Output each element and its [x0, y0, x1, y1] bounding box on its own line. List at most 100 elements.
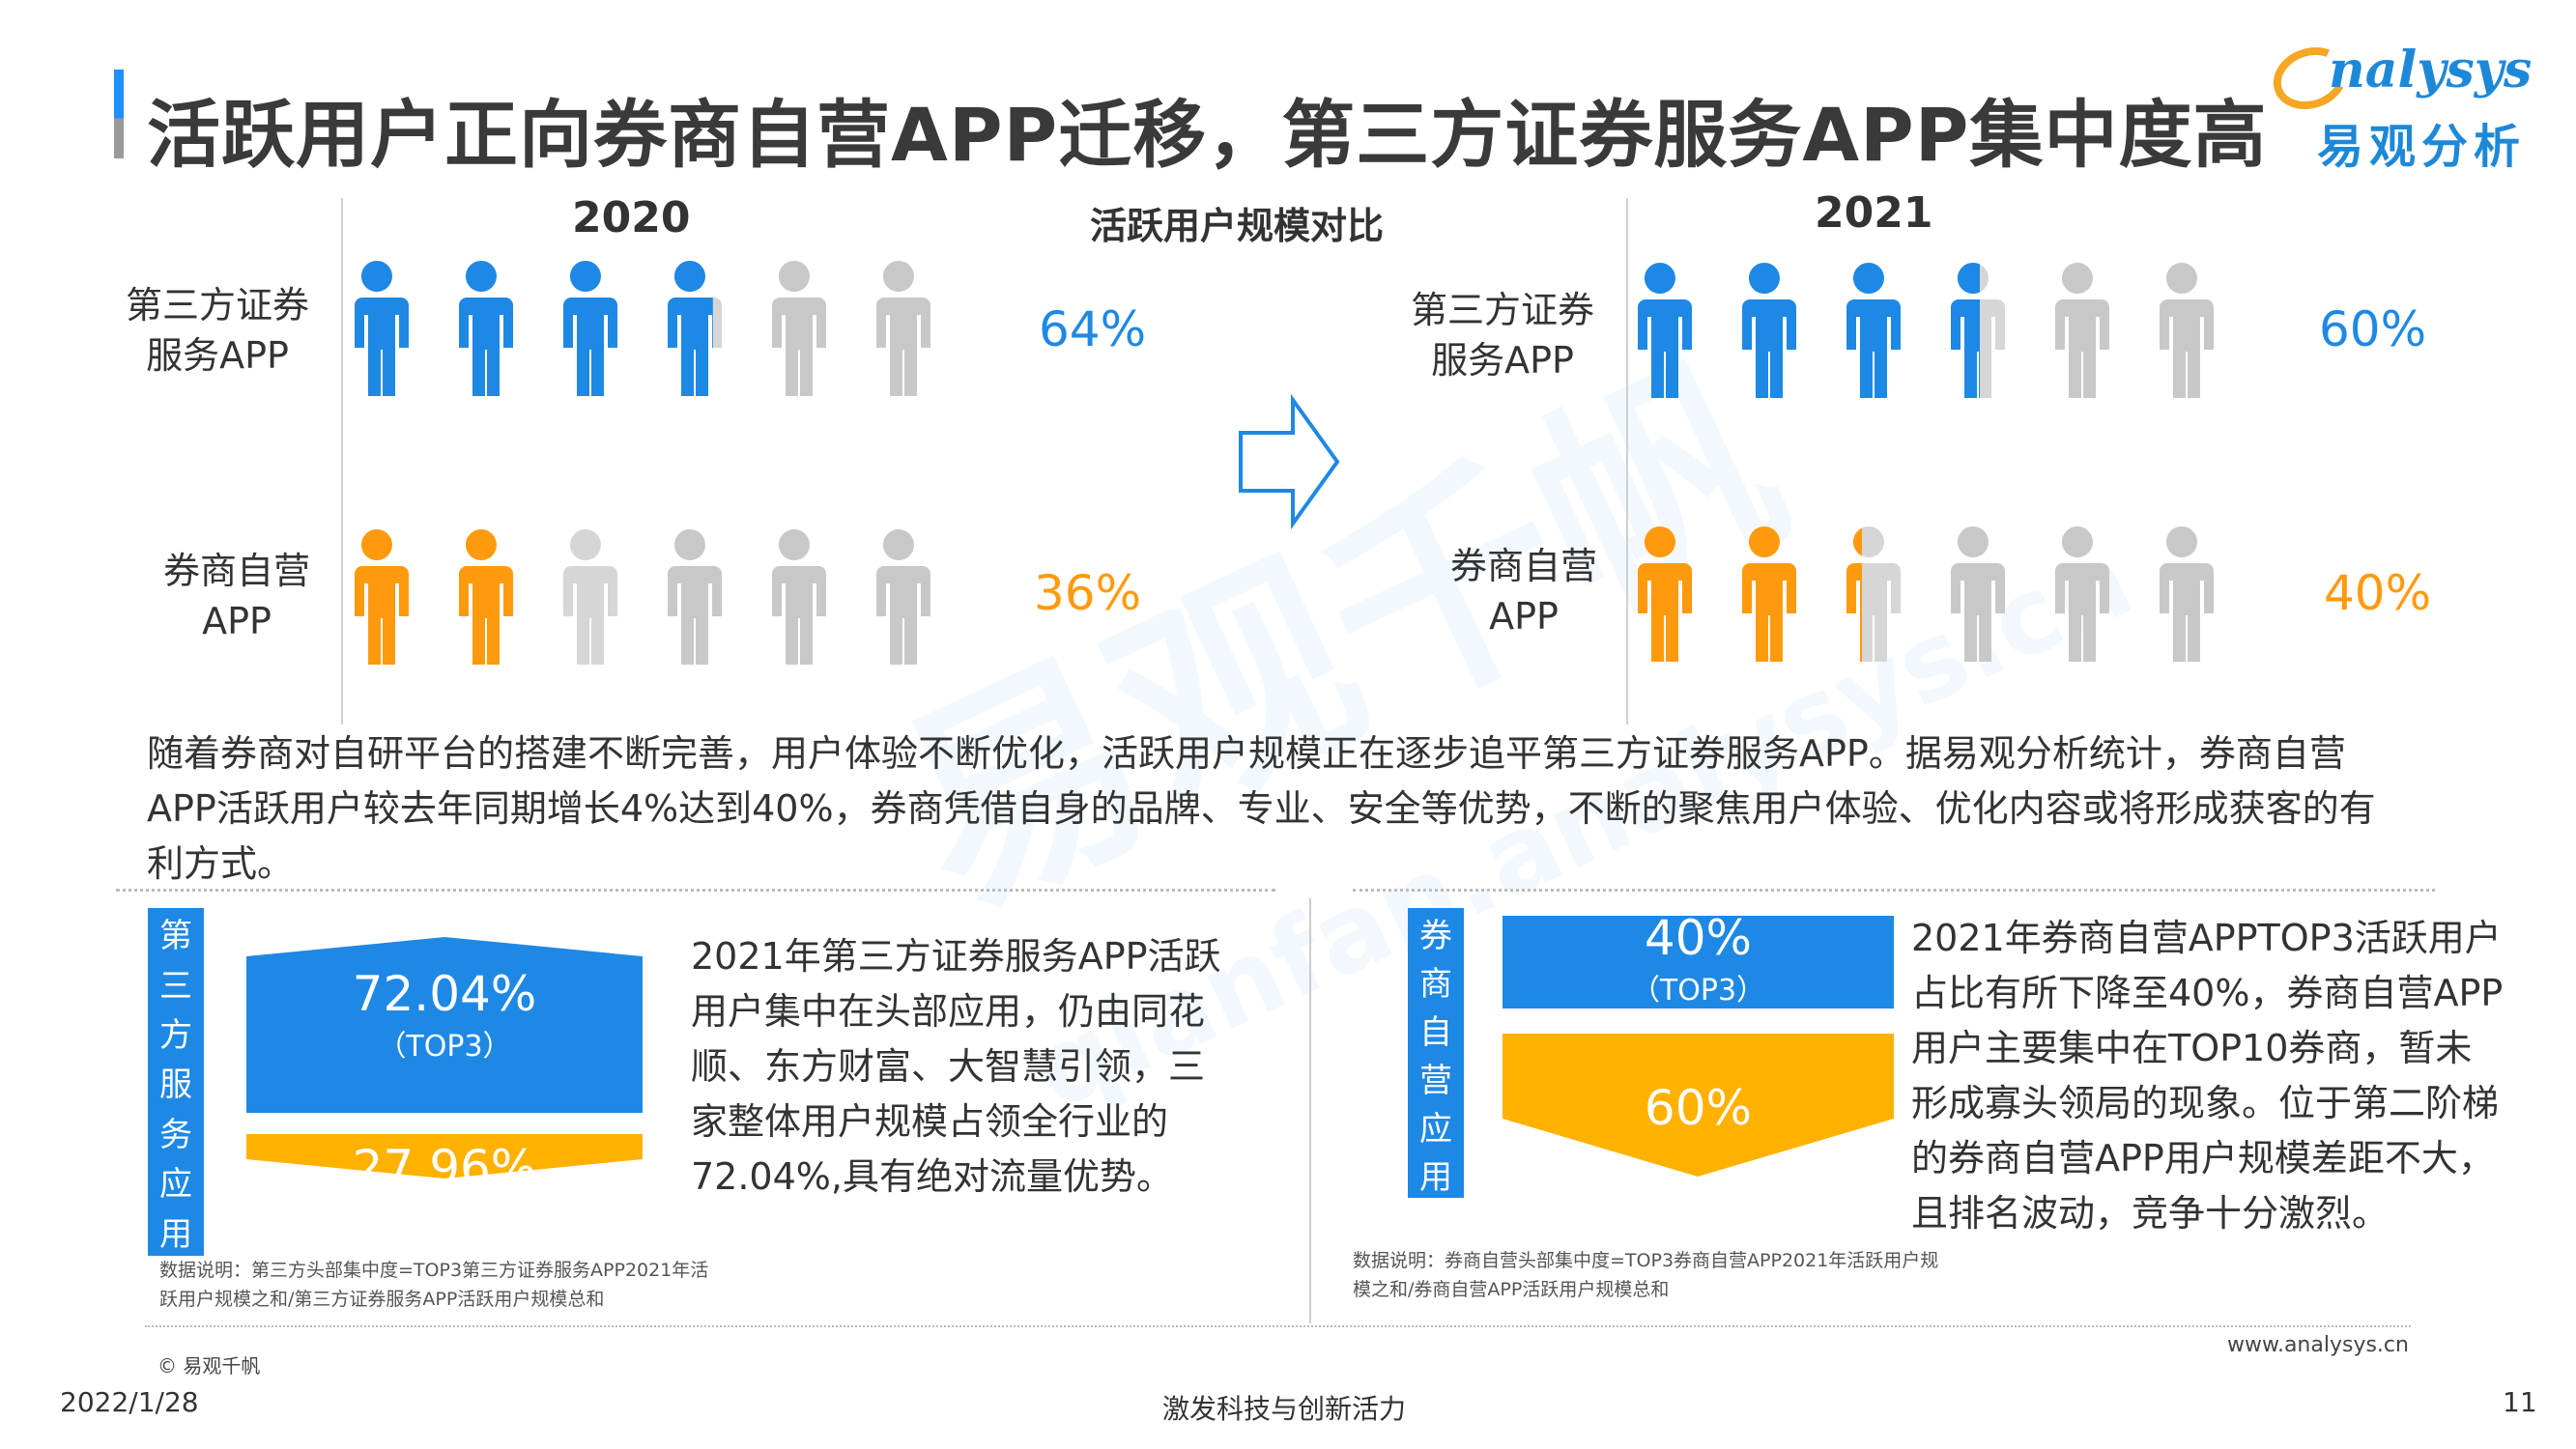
year-2020: 2020	[572, 193, 691, 242]
person-mark	[656, 529, 724, 665]
person-icon	[1636, 263, 1692, 398]
top3-percent: 72.04%	[352, 966, 537, 1022]
self-run-description: 2021年券商自营APPTOP3活跃用户 占比有所下降至40%，券商自营APP 用户…	[1911, 911, 2530, 1241]
separator-bottom	[145, 1325, 2411, 1327]
top3-percent: 40%	[1644, 910, 1753, 966]
description-line: 2021年第三方证券服务APP活跃	[691, 935, 1221, 978]
person-mark	[1626, 263, 1694, 398]
person-mark	[2148, 263, 2216, 398]
person-mark	[2044, 526, 2111, 662]
person-mark	[760, 261, 828, 396]
person-icon	[2158, 263, 2214, 398]
tag-char: 服	[159, 1065, 192, 1105]
person-icon	[1636, 526, 1692, 662]
label-2021-self-run: 券商自营 APP	[1413, 541, 1635, 641]
person-icon	[1949, 263, 2005, 398]
paragraph-line: 随着券商对自研平台的搭建不断完善，用户体验不断优化，活跃用户规模正在逐步追平第三…	[147, 732, 2346, 775]
person-icon	[561, 529, 617, 665]
tag-char: 三	[159, 966, 192, 1006]
copyright: © 易观千帆	[157, 1354, 261, 1378]
note-line: 跃用户规模之和/第三方证券服务APP活跃用户规模总和	[159, 1289, 605, 1310]
description-line: 用户主要集中在TOP10券商，暂未	[1911, 1027, 2473, 1069]
pictogram-2021-third-party	[1626, 263, 2216, 398]
pictogram-2021-self-run	[1626, 526, 2216, 662]
person-icon	[666, 261, 722, 396]
person-icon	[1845, 263, 1901, 398]
person-icon	[457, 529, 513, 665]
person-icon	[666, 529, 722, 665]
person-icon	[353, 261, 409, 396]
year-2021: 2021	[1815, 188, 1933, 238]
tag-self-run-apps: 券商自营应用	[1408, 908, 1464, 1198]
label-line: 第三方证券	[1410, 289, 1594, 331]
person-icon	[874, 529, 930, 665]
description-line: 占比有所下降至40%，券商自营APP	[1911, 972, 2504, 1014]
person-mark	[656, 261, 724, 396]
chart-title: 活跃用户规模对比	[1090, 205, 1385, 247]
person-mark	[760, 529, 828, 665]
person-icon	[1740, 263, 1796, 398]
divider-2021	[1626, 198, 1628, 724]
logo-text-en: nalysys	[2329, 41, 2532, 99]
pct-2021-third-party: 60%	[2319, 301, 2427, 357]
label-line: 券商自营	[1449, 545, 1597, 587]
person-mark	[552, 261, 619, 396]
arrow-right-icon	[1239, 394, 1340, 529]
top3-share-self-run	[1503, 916, 1894, 1177]
description-line: 顺、东方财富、大智慧引领，三	[691, 1045, 1206, 1088]
top3-share-third-party	[246, 937, 643, 1179]
rest-value-third-party: 27.96%	[352, 1140, 537, 1196]
pictogram-2020-third-party	[343, 261, 932, 396]
person-mark	[1939, 526, 2007, 662]
pct-2021-self-run: 40%	[2324, 565, 2432, 621]
person-mark	[1835, 263, 1903, 398]
person-icon	[2053, 526, 2109, 662]
separator-top-right	[1353, 889, 2435, 892]
pct-2020-self-run: 36%	[1034, 565, 1142, 621]
description-line: 且排名波动，竞争十分激烈。	[1911, 1192, 2390, 1235]
person-icon	[874, 261, 930, 396]
person-mark	[1731, 263, 1798, 398]
person-mark	[447, 529, 515, 665]
label-line: APP	[1489, 595, 1559, 638]
tag-char: 自	[1419, 1012, 1452, 1052]
summary-paragraph: 随着券商对自研平台的搭建不断完善，用户体验不断优化，活跃用户规模正在逐步追平第三…	[147, 726, 2485, 892]
note-self-run: 数据说明：券商自营头部集中度=TOP3券商自营APP2021年活跃用户规 模之和…	[1353, 1246, 1938, 1304]
tag-char: 券	[1419, 916, 1452, 955]
person-icon	[2158, 526, 2214, 662]
person-icon	[561, 261, 617, 396]
person-icon	[1845, 526, 1901, 662]
person-mark	[1835, 526, 1903, 662]
third-party-description: 2021年第三方证券服务APP活跃 用户集中在头部应用，仍由同花 顺、东方财富、大智…	[691, 929, 1290, 1205]
label-line: APP	[202, 600, 272, 642]
tag-third-party-apps: 第三方服务应用	[148, 908, 204, 1256]
person-mark	[343, 261, 411, 396]
divider-2020	[341, 198, 343, 724]
description-line: 2021年券商自营APPTOP3活跃用户	[1911, 917, 2502, 959]
person-mark	[1626, 526, 1694, 662]
description-line: 形成寡头领局的现象。位于第二阶梯	[1911, 1082, 2500, 1124]
tag-char: 应	[1419, 1109, 1452, 1149]
person-icon	[1949, 526, 2005, 662]
person-mark	[1939, 263, 2007, 398]
footer-date: 2022/1/28	[60, 1386, 199, 1418]
tag-char: 用	[159, 1214, 192, 1254]
title-accent-bar	[114, 70, 124, 158]
person-icon	[2053, 263, 2109, 398]
person-icon	[1740, 526, 1796, 662]
website-link[interactable]: www.analysys.cn	[2227, 1333, 2409, 1357]
tag-char: 营	[1419, 1061, 1452, 1100]
person-icon	[353, 529, 409, 665]
description-line: 的券商自营APP用户规模差距不大，	[1911, 1137, 2495, 1179]
note-line: 数据说明：券商自营头部集中度=TOP3券商自营APP2021年活跃用户规	[1353, 1250, 1939, 1271]
pictogram-2020-self-run	[343, 529, 932, 665]
person-icon	[770, 261, 826, 396]
page-number: 11	[2503, 1386, 2537, 1418]
label-line: 服务APP	[1431, 339, 1574, 382]
page-title: 活跃用户正向券商自营APP迁移，第三方证券服务APP集中度高	[147, 92, 2268, 178]
separator-middle	[1309, 898, 1311, 1323]
person-mark	[2148, 526, 2216, 662]
label-2020-third-party: 第三方证券 服务APP	[106, 280, 329, 381]
top3-label: （TOP3）	[377, 1030, 512, 1064]
label-2020-self-run: 券商自营 APP	[126, 546, 348, 646]
